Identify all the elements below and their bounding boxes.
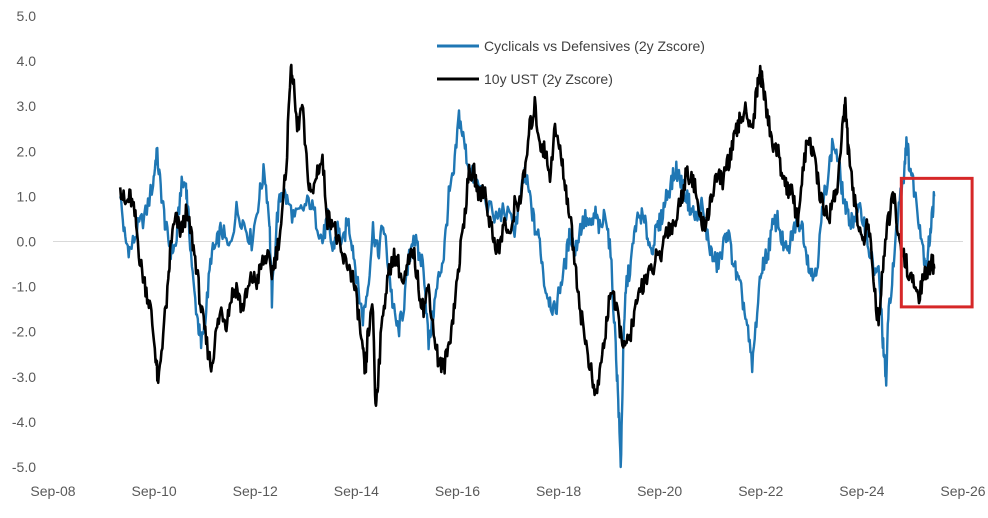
legend-label-ust: 10y UST (2y Zscore) [484,71,613,87]
legend: Cyclicals vs Defensives (2y Zscore) 10y … [437,38,705,87]
y-tick-label: -4.0 [12,414,36,430]
x-tick-label: Sep-08 [30,483,75,499]
y-tick-label: -2.0 [12,324,36,340]
x-tick-label: Sep-14 [334,483,379,499]
y-tick-label: -1.0 [12,279,36,295]
x-axis-ticks: Sep-08 Sep-10 Sep-12 Sep-14 Sep-16 Sep-18 Sep-… [30,483,985,499]
y-tick-label: 2.0 [17,143,37,159]
x-tick-label: Sep-18 [536,483,581,499]
x-tick-label: Sep-20 [637,483,682,499]
x-tick-label: Sep-16 [435,483,480,499]
x-tick-label: Sep-26 [940,483,985,499]
y-tick-label: -5.0 [12,459,36,475]
x-tick-label: Sep-12 [233,483,278,499]
legend-label-cyclicals: Cyclicals vs Defensives (2y Zscore) [484,38,705,54]
series-line-cyclicals [119,109,936,469]
y-tick-label: 0.0 [17,234,37,250]
series-layer [118,63,936,469]
y-tick-label: 5.0 [17,8,37,24]
y-axis-ticks: 5.0 4.0 3.0 2.0 1.0 0.0 -1.0 -2.0 -3.0 -4.0 -5.0 [12,8,36,475]
x-tick-label: Sep-24 [839,483,884,499]
y-tick-label: -3.0 [12,369,36,385]
y-tick-label: 4.0 [17,53,37,69]
highlight-box [899,176,974,309]
y-tick-label: 1.0 [17,188,37,204]
y-tick-label: 3.0 [17,98,37,114]
x-tick-label: Sep-22 [738,483,783,499]
series-line-ust [118,63,936,408]
x-tick-label: Sep-10 [132,483,177,499]
